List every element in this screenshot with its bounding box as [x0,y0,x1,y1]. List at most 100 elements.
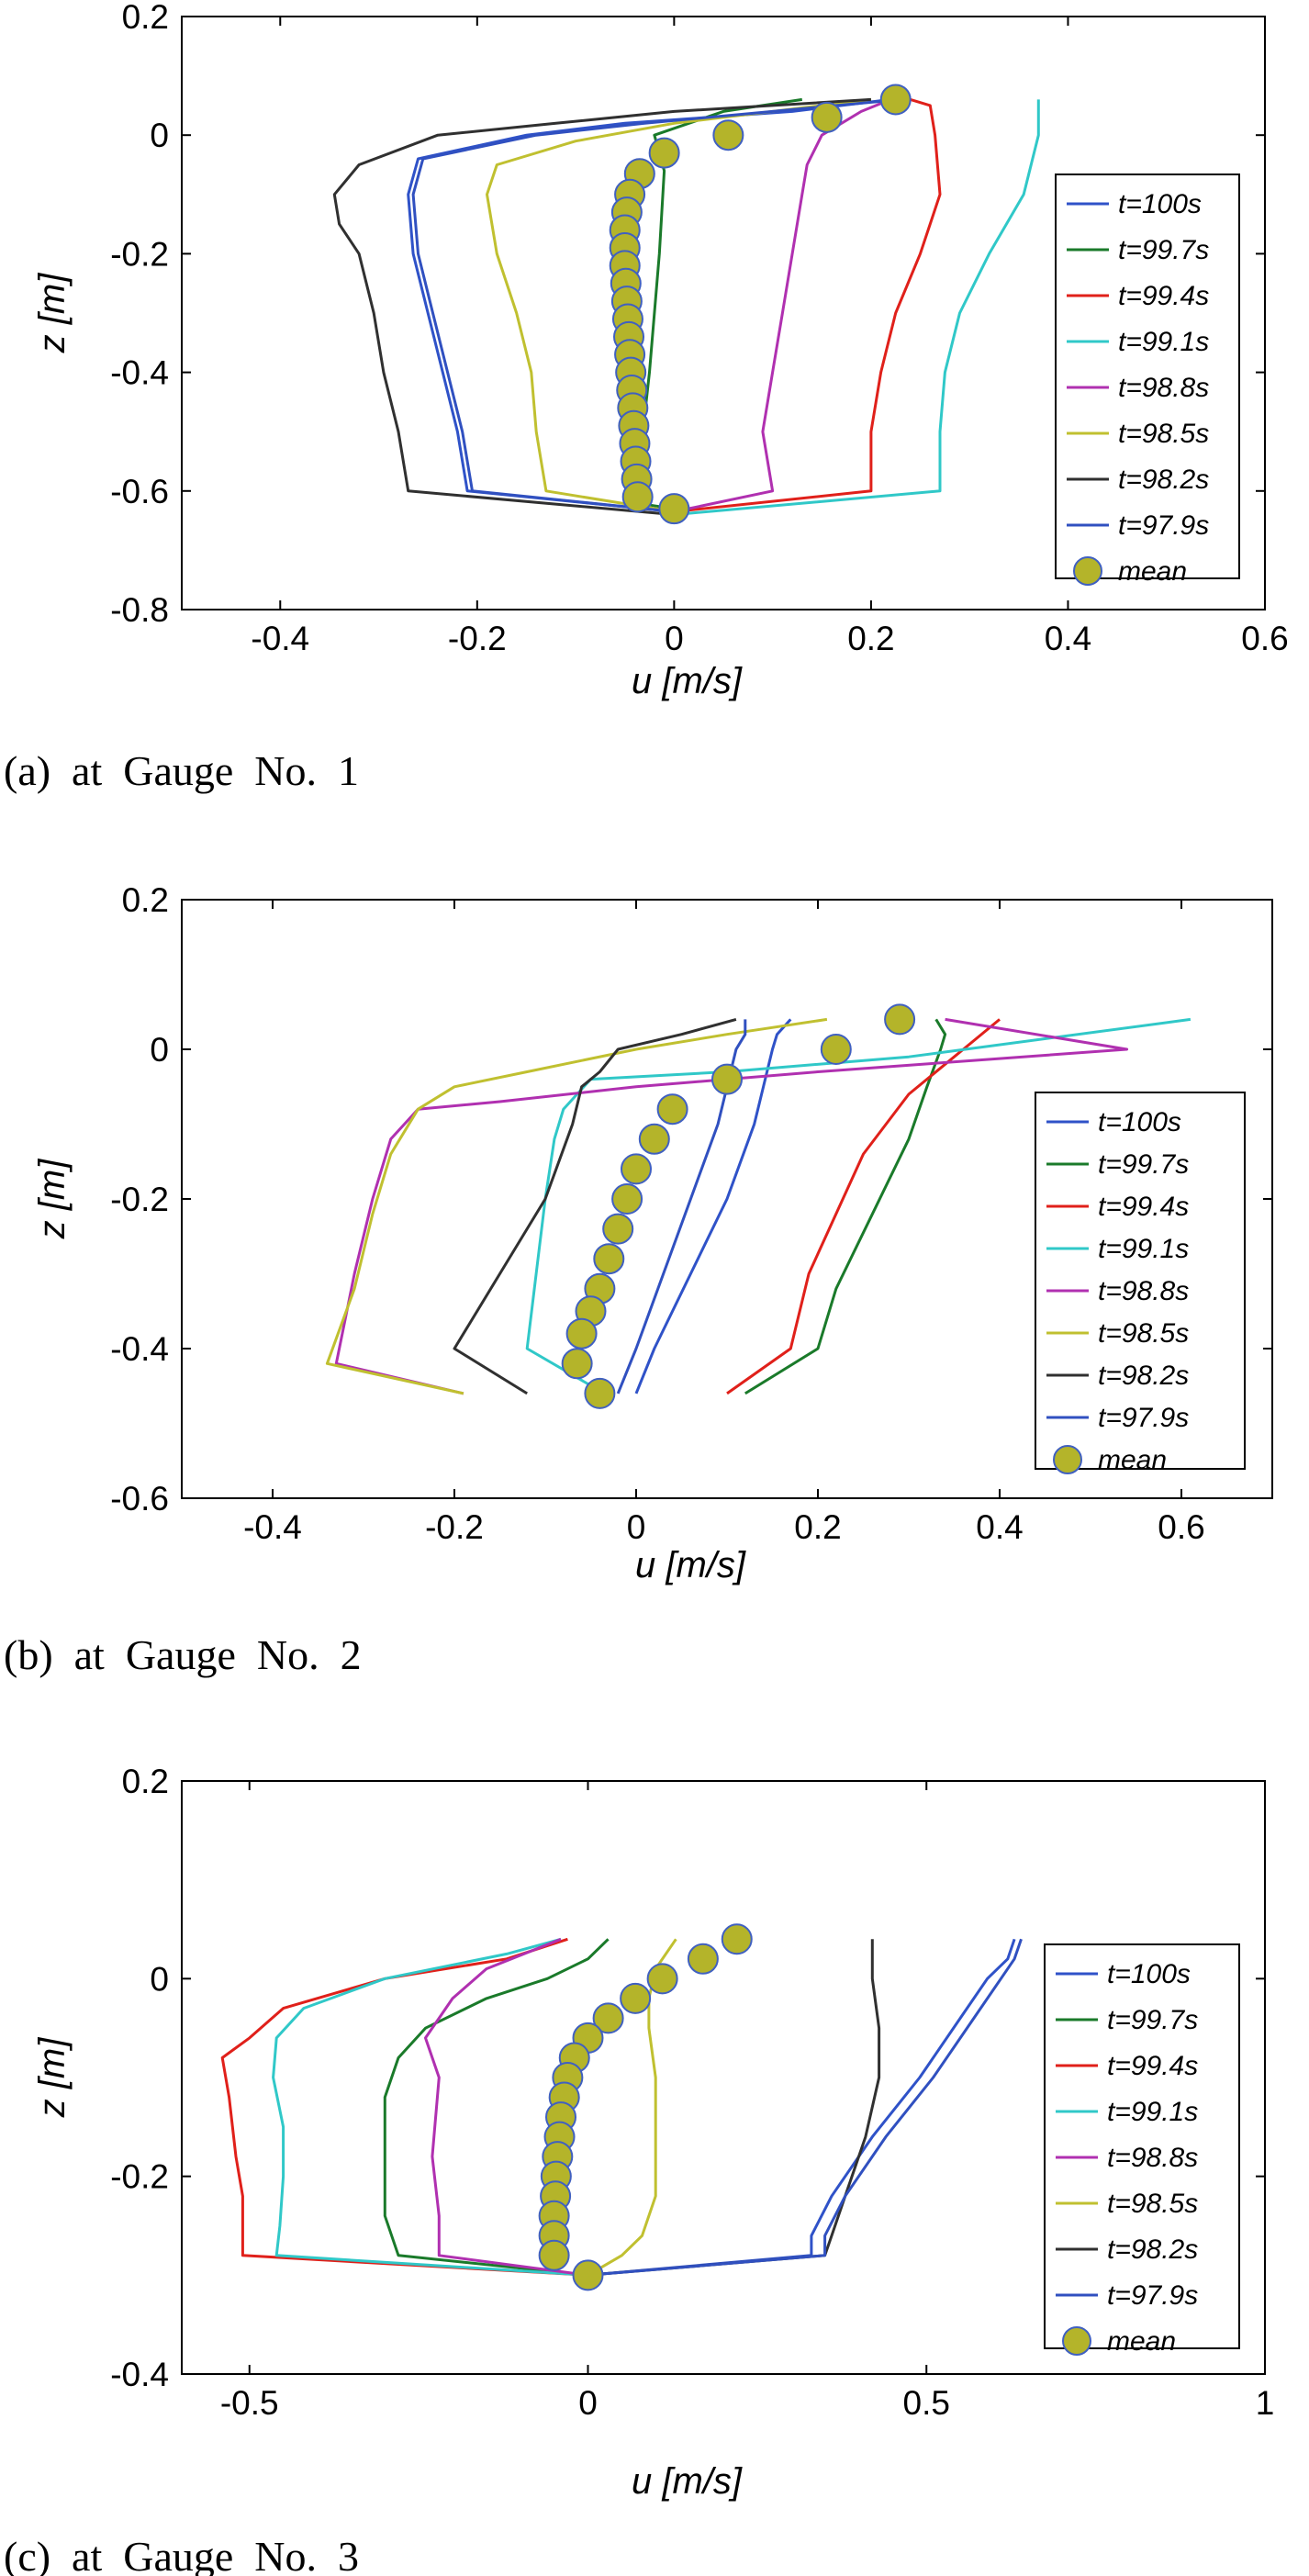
legend: t=100s t=99.7s t=99.4s t=99.1s t=98.8s t=98.5… [1055,174,1240,587]
x-tick-label: -0.2 [448,620,507,657]
x-axis-label: u [m/s] [632,2461,743,2502]
legend-entry-mean: mean [1118,556,1187,587]
figure-caption: (a) at Gauge No. 1 [4,747,359,794]
mean-marker [646,1963,678,1995]
mean-marker [538,2239,570,2271]
y-tick-label: -0.6 [110,473,169,510]
mean-marker [565,1317,598,1350]
legend-entry: t=98.8s [1118,373,1209,403]
series-line-t=99.7s [383,1938,610,2277]
y-tick-label: -0.8 [110,591,169,629]
series-line-t=99.4s [220,1937,588,2277]
legend-entry: t=99.4s [1107,2051,1198,2081]
mean-marker [602,1213,634,1245]
x-axis-label: u [m/s] [632,661,743,701]
x-axis-label: u [m/s] [635,1545,746,1585]
x-tick-label: -0.4 [251,620,309,657]
y-tick-label: 0 [150,117,169,154]
series-line-t=97.9s [616,1019,747,1394]
series-line-t=99.1s [674,99,1040,517]
mean-marker [658,493,690,525]
legend: t=100s t=99.7s t=99.4s t=99.1s t=98.8s t=98.5… [1044,1943,1240,2357]
x-tick-label: 0 [627,1508,646,1546]
legend: t=100s t=99.7s t=99.4s t=99.1s t=98.8s t=98.5… [1035,1092,1246,1475]
mean-marker [620,1982,652,2014]
chart-panel-3: -0.5 0 0.5 1-0.4-0.200.2u [m/s]z [m]t=100st… [4,1763,1274,2576]
legend-box [1044,1943,1240,2349]
legend-box [1055,174,1240,579]
legend-entry: t=98.2s [1118,465,1209,495]
series-line-t=97.9s [587,1938,1023,2277]
mean-marker [611,1183,643,1215]
x-tick-label: 0.6 [1241,620,1288,657]
y-tick-label: 0.2 [122,1763,169,1800]
mean-marker [584,1377,616,1409]
y-tick-label: -0.4 [110,1330,169,1368]
legend-entry: t=98.5s [1118,419,1209,449]
y-tick-label: 0 [150,1031,169,1069]
legend-swatch-mean [1062,2326,1091,2356]
legend-swatch-mean [1053,1445,1082,1474]
mean-marker [621,1153,652,1185]
x-tick-label: 1 [1256,2384,1275,2422]
legend-entry: t=99.4s [1098,1192,1189,1222]
legend-entry: t=100s [1098,1107,1181,1137]
y-axis-label: z [m] [32,2037,73,2119]
legend-entry: t=98.8s [1107,2143,1198,2173]
mean-marker [656,1093,688,1126]
x-tick-label: 0 [578,2384,598,2422]
series-line-t=99.7s [744,1018,947,1395]
legend-entry: t=99.7s [1098,1149,1189,1180]
series-line-t=98.8s [424,1937,588,2277]
y-tick-label: -0.2 [110,235,169,273]
figure-caption: (b) at Gauge No. 2 [4,1631,362,1678]
chart-panel-1: -0.4 -0.2 0 0.2 0.4 0.6 -0.8 -0.6 -0.4 -0.2 0 0.2 u … [4,0,1289,794]
series-line-t=100s [634,1018,792,1394]
y-tick-label: -0.2 [110,2158,169,2196]
mean-marker [721,1923,753,1955]
y-tick-label: 0.2 [122,881,169,919]
legend-entry: t=99.1s [1098,1234,1189,1264]
mean-marker [592,2002,624,2034]
legend-entry-mean: mean [1098,1445,1167,1475]
x-tick-label: 0.2 [794,1508,841,1546]
series-line-t=99.1s [525,1017,1192,1395]
x-tick-label: 0.6 [1158,1508,1204,1546]
legend-entry: t=99.7s [1107,2005,1198,2035]
series-line-t=99.4s [726,1018,1001,1395]
legend-entry: t=99.1s [1118,327,1209,357]
mean-marker [621,481,654,513]
legend-entry: t=98.2s [1107,2234,1198,2265]
y-tick-label: -0.2 [110,1181,169,1218]
y-axis-label: z [m] [32,1159,73,1240]
legend-box [1035,1092,1246,1470]
legend-entry: t=97.9s [1098,1403,1189,1433]
legend-entry: t=97.9s [1107,2280,1198,2311]
series-line-t=97.9s [411,97,901,513]
x-tick-label: 0.4 [976,1508,1023,1546]
legend-entry-mean: mean [1107,2326,1176,2357]
x-tick-label: 0.5 [903,2384,950,2422]
y-tick-label: 0.2 [122,0,169,36]
x-tick-label: -0.2 [425,1508,484,1546]
x-tick-label: 0.4 [1045,620,1091,657]
series-line-t=98.5s [325,1017,828,1395]
mean-marker [712,119,744,151]
mean-marker [572,2259,604,2291]
y-axis-label: z [m] [32,273,73,354]
mean-marker [638,1123,670,1155]
series-line-t=98.2s [332,97,871,517]
legend-swatch-mean [1073,556,1102,586]
mean-marker [811,101,843,133]
series-line-t=99.4s [674,97,942,513]
legend-entry: t=97.9s [1118,510,1209,541]
legend-entry: t=98.8s [1098,1276,1189,1306]
legend-entry: t=98.2s [1098,1361,1189,1391]
figure-caption: (c) at Gauge No. 3 [4,2533,359,2576]
mean-marker [561,1348,593,1380]
mean-marker [711,1063,743,1095]
mean-marker [687,1943,719,1975]
series-line-t=99.1s [272,1937,588,2277]
legend-entry: t=100s [1118,189,1202,219]
series-line-t=98.2s [453,1017,737,1395]
